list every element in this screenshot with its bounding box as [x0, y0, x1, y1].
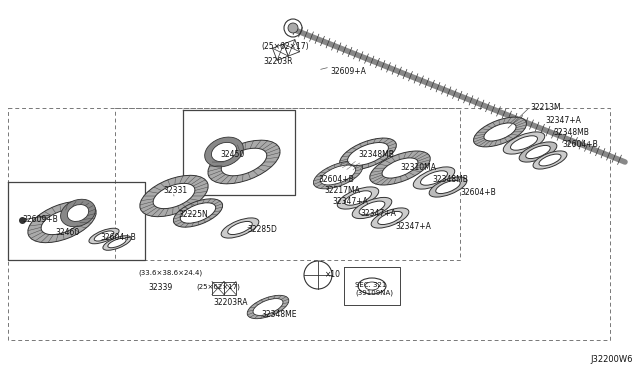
Text: 32604+B: 32604+B	[318, 175, 354, 184]
Ellipse shape	[228, 221, 252, 235]
Ellipse shape	[519, 142, 557, 162]
Ellipse shape	[211, 142, 237, 161]
Text: 32347+A: 32347+A	[332, 197, 368, 206]
Text: 32347+A: 32347+A	[360, 209, 396, 218]
Ellipse shape	[41, 209, 83, 235]
Ellipse shape	[352, 198, 392, 219]
Text: 32609+B: 32609+B	[22, 215, 58, 224]
Ellipse shape	[340, 138, 396, 170]
Text: SEC. 321
(39109NA): SEC. 321 (39109NA)	[355, 282, 393, 295]
Text: 32450: 32450	[220, 150, 244, 159]
Ellipse shape	[484, 123, 516, 141]
Text: (25×62×17): (25×62×17)	[261, 42, 309, 51]
Ellipse shape	[89, 228, 119, 244]
Polygon shape	[273, 44, 289, 60]
Ellipse shape	[503, 132, 545, 154]
Ellipse shape	[28, 201, 96, 243]
Ellipse shape	[61, 199, 95, 227]
Ellipse shape	[337, 187, 379, 209]
Text: 32285D: 32285D	[247, 225, 277, 234]
Ellipse shape	[208, 140, 280, 184]
Ellipse shape	[371, 208, 409, 228]
Text: 32348MB: 32348MB	[553, 128, 589, 137]
Ellipse shape	[67, 205, 89, 221]
Polygon shape	[224, 282, 236, 295]
Text: 32348MB: 32348MB	[432, 175, 468, 184]
Ellipse shape	[253, 299, 283, 315]
Text: 32347+A: 32347+A	[545, 116, 581, 125]
Ellipse shape	[539, 154, 561, 166]
Text: 32348MB: 32348MB	[358, 150, 394, 159]
Ellipse shape	[420, 171, 447, 185]
Text: 32225N: 32225N	[178, 210, 208, 219]
Ellipse shape	[359, 201, 385, 215]
Ellipse shape	[221, 218, 259, 238]
Ellipse shape	[474, 117, 527, 147]
Ellipse shape	[314, 161, 363, 189]
Ellipse shape	[413, 167, 455, 189]
Ellipse shape	[205, 137, 243, 167]
Ellipse shape	[108, 238, 126, 248]
Text: 32331: 32331	[163, 186, 187, 195]
Ellipse shape	[140, 175, 208, 217]
Ellipse shape	[221, 148, 267, 176]
Ellipse shape	[320, 165, 356, 185]
Text: 32604+B: 32604+B	[100, 233, 136, 242]
Text: 32609+A: 32609+A	[330, 67, 366, 76]
Ellipse shape	[94, 231, 114, 241]
Ellipse shape	[533, 151, 567, 169]
Ellipse shape	[382, 158, 418, 178]
Ellipse shape	[511, 136, 538, 150]
Ellipse shape	[103, 236, 131, 250]
Ellipse shape	[436, 180, 460, 193]
Ellipse shape	[344, 191, 371, 205]
Text: 32347+A: 32347+A	[395, 222, 431, 231]
Polygon shape	[212, 282, 224, 295]
Text: ×10: ×10	[325, 270, 341, 279]
Ellipse shape	[153, 183, 195, 209]
Text: 32604+B: 32604+B	[562, 140, 598, 149]
Text: 32339: 32339	[148, 283, 172, 292]
Text: 32348ME: 32348ME	[261, 310, 296, 319]
Text: (33.6×38.6×24.4): (33.6×38.6×24.4)	[138, 270, 202, 276]
Text: 32604+B: 32604+B	[460, 188, 496, 197]
Ellipse shape	[365, 282, 379, 290]
Text: J32200W6: J32200W6	[590, 355, 632, 364]
Ellipse shape	[247, 295, 289, 319]
Ellipse shape	[525, 145, 550, 158]
Text: 32203RA: 32203RA	[213, 298, 248, 307]
Text: 32217MA: 32217MA	[324, 186, 360, 195]
Text: 32213M: 32213M	[530, 103, 561, 112]
Ellipse shape	[180, 203, 216, 223]
Ellipse shape	[429, 177, 467, 197]
Polygon shape	[284, 40, 300, 56]
Text: (25×62×17): (25×62×17)	[196, 283, 240, 289]
Ellipse shape	[348, 142, 388, 166]
Text: 32310MA: 32310MA	[400, 163, 436, 172]
Ellipse shape	[173, 199, 223, 227]
Ellipse shape	[370, 151, 430, 185]
Text: 32203R: 32203R	[263, 57, 292, 66]
Circle shape	[288, 23, 298, 33]
Ellipse shape	[378, 211, 403, 225]
Text: 32460: 32460	[55, 228, 79, 237]
